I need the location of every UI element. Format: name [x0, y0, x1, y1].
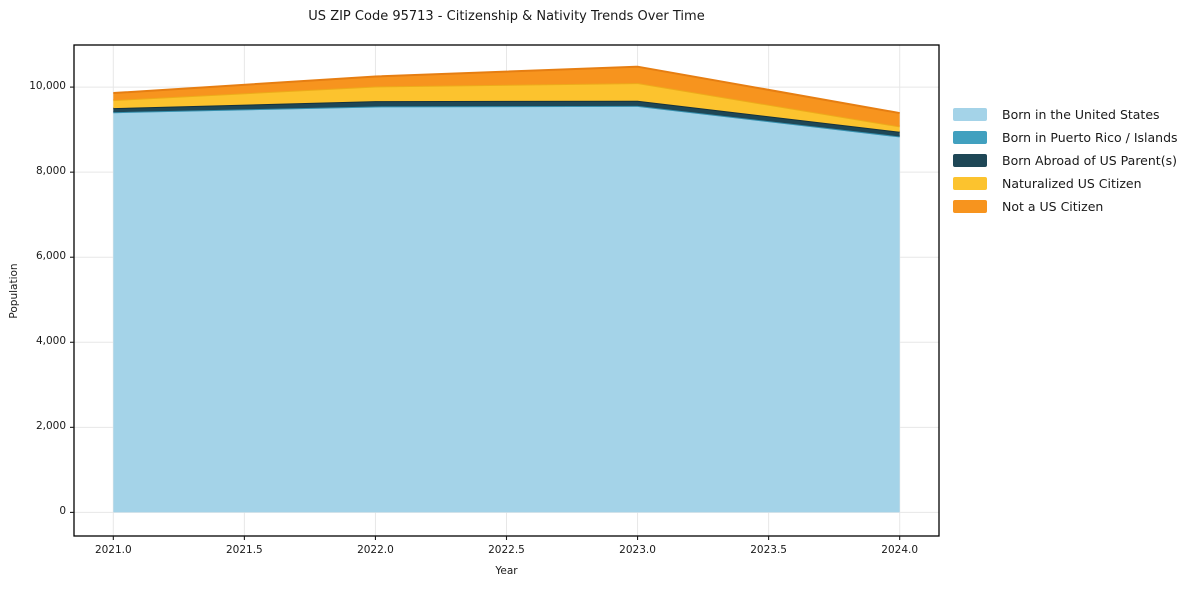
legend-label: Born in the United States — [1002, 107, 1160, 122]
y-tick-label: 4,000 — [35, 335, 66, 348]
area-band-born-abroad-of-us-parent-s — [113, 100, 900, 137]
legend-label: Not a US Citizen — [1002, 199, 1104, 214]
x-tick-label: 2021.0 — [94, 544, 132, 556]
legend-label: Naturalized US Citizen — [1002, 176, 1142, 191]
legend-item-not-a-us-citizen: Not a US Citizen — [953, 195, 1178, 218]
chart-title: US ZIP Code 95713 - Citizenship & Nativi… — [308, 9, 705, 24]
x-tick-label: 2022.5 — [488, 544, 525, 556]
x-tick-label: 2022.0 — [357, 544, 394, 556]
legend-item-naturalized-us-citizen: Naturalized US Citizen — [953, 172, 1178, 195]
area-band-born-in-the-united-states — [113, 105, 900, 513]
area-band-naturalized-us-citizen — [113, 83, 900, 132]
y-tick-label: 10,000 — [29, 80, 66, 93]
x-tick-label: 2023.5 — [750, 544, 787, 556]
legend-swatch — [953, 177, 987, 190]
area-band-not-a-us-citizen — [113, 66, 900, 127]
legend-item-born-in-puerto-rico-islands: Born in Puerto Rico / Islands — [953, 126, 1178, 149]
legend-label: Born Abroad of US Parent(s) — [1002, 153, 1177, 168]
x-axis-label: Year — [495, 565, 518, 577]
y-tick-label: 0 — [59, 505, 66, 518]
y-axis-label: Population — [8, 263, 20, 319]
legend-swatch — [953, 154, 987, 167]
legend-item-born-abroad-of-us-parent-s: Born Abroad of US Parent(s) — [953, 149, 1178, 172]
legend-label: Born in Puerto Rico / Islands — [1002, 130, 1178, 145]
x-tick-label: 2024.0 — [881, 544, 919, 556]
x-tick-label: 2023.0 — [619, 544, 656, 556]
area-edge-not-a-us-citizen — [113, 65, 900, 115]
legend-swatch — [953, 200, 987, 213]
y-tick-label: 8,000 — [35, 165, 66, 178]
y-tick-label: 6,000 — [35, 250, 66, 263]
y-tick-label: 2,000 — [35, 420, 66, 433]
legend-item-born-in-the-united-states: Born in the United States — [953, 103, 1178, 126]
x-tick-label: 2021.5 — [226, 544, 263, 556]
legend: Born in the United States Born in Puerto … — [953, 103, 1178, 218]
legend-swatch — [953, 108, 987, 121]
legend-swatch — [953, 131, 987, 144]
